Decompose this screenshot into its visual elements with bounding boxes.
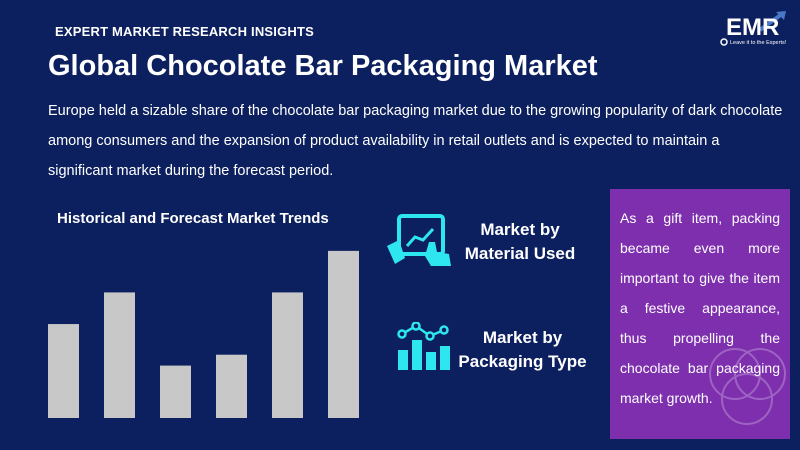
- bar-5: [272, 292, 303, 418]
- segment-label: Material Used: [464, 244, 576, 263]
- bar-line-chart-icon: [396, 321, 452, 377]
- venn-decoration-icon: [709, 348, 786, 425]
- bar-1: [48, 324, 79, 418]
- svg-text:Leave it to the Experts!: Leave it to the Experts!: [730, 40, 787, 46]
- segment-packaging-type[interactable]: Market by Packaging Type: [455, 326, 590, 374]
- tablet-chart-hands-icon: [385, 212, 453, 273]
- svg-text:EMR: EMR: [726, 14, 779, 41]
- bar-chart: [48, 250, 359, 418]
- kicker-heading: EXPERT MARKET RESEARCH INSIGHTS: [55, 24, 315, 39]
- description: Europe held a sizable share of the choco…: [48, 103, 783, 179]
- side-note-panel: As a gift item, packing became even more…: [610, 189, 790, 439]
- bar-2: [104, 292, 135, 418]
- bar-4: [216, 354, 247, 418]
- segment-label: Market by: [480, 220, 560, 239]
- chart-title: Historical and Forecast Market Trends: [57, 210, 329, 227]
- bar-6: [328, 250, 359, 418]
- segment-material-used[interactable]: Market by Material Used: [450, 218, 590, 266]
- page-title: Global Chocolate Bar Packaging Market: [48, 50, 598, 82]
- bar-3: [160, 365, 191, 418]
- segment-label: Packaging Type: [458, 352, 587, 371]
- side-note-text: As a gift item, packing became even more…: [620, 210, 780, 406]
- segment-label: Market by: [482, 328, 563, 347]
- emr-logo: EMR Leave it to the Experts!: [720, 8, 792, 48]
